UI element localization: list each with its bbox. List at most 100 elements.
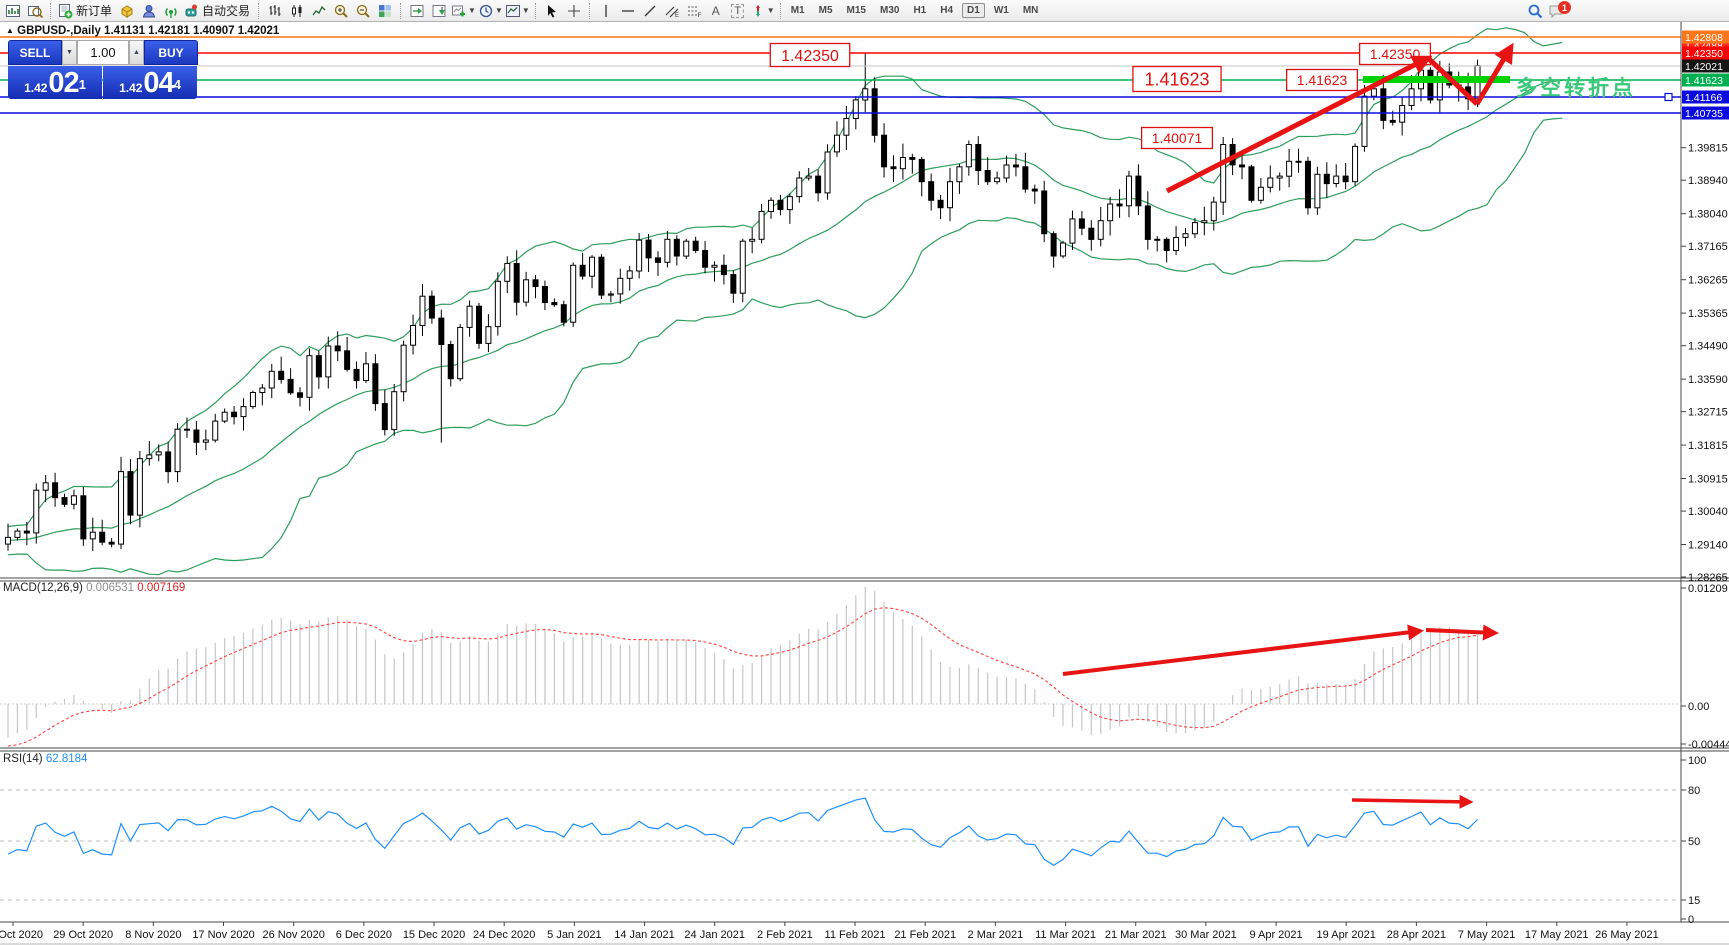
community-icon[interactable] xyxy=(138,1,160,21)
timeframe-mn[interactable]: MN xyxy=(1022,5,1039,16)
svg-text:1.28265: 1.28265 xyxy=(1688,572,1728,584)
svg-text:15: 15 xyxy=(1688,895,1700,907)
svg-text:14 Jan 2021: 14 Jan 2021 xyxy=(614,929,675,941)
svg-text:1.39815: 1.39815 xyxy=(1688,143,1728,155)
svg-text:21 Feb 2021: 21 Feb 2021 xyxy=(894,929,956,941)
svg-text:0.01209: 0.01209 xyxy=(1688,583,1728,595)
timeframe-m15[interactable]: M15 xyxy=(846,5,866,16)
svg-text:80: 80 xyxy=(1688,785,1700,797)
trendline-tool[interactable] xyxy=(639,1,661,21)
svg-text:100: 100 xyxy=(1688,755,1706,767)
svg-text:1.32715: 1.32715 xyxy=(1688,407,1728,419)
svg-text:17 May 2021: 17 May 2021 xyxy=(1525,929,1589,941)
volume-decrease-button[interactable]: ▼ xyxy=(62,40,77,65)
timeframe-h1[interactable]: H1 xyxy=(913,5,927,16)
svg-text:-0.004446: -0.004446 xyxy=(1688,739,1729,751)
price-chip: 1.41166 xyxy=(1682,90,1729,104)
rsi-arrow xyxy=(1351,794,1474,809)
green-highlight-bar xyxy=(1363,76,1510,83)
periods-button[interactable]: ▼ xyxy=(477,1,504,21)
macd-signal-value: 0.007169 xyxy=(137,582,186,594)
buy-price-sup: 4 xyxy=(173,77,181,92)
toolbar-separator xyxy=(50,2,52,19)
svg-text:28 Apr 2021: 28 Apr 2021 xyxy=(1387,929,1446,941)
svg-text:30 Mar 2021: 30 Mar 2021 xyxy=(1175,929,1237,941)
volume-increase-button[interactable]: ▲ xyxy=(129,40,144,65)
timeframe-m1[interactable]: M1 xyxy=(790,5,805,16)
svg-text:6 Dec 2020: 6 Dec 2020 xyxy=(336,929,392,941)
zoom-out-icon[interactable] xyxy=(352,1,374,21)
svg-text:2 Feb 2021: 2 Feb 2021 xyxy=(757,929,813,941)
volume-input[interactable]: 1.00 xyxy=(77,40,129,65)
vertical-line-tool[interactable] xyxy=(595,1,617,21)
macd-signal-line xyxy=(7,607,1478,747)
rsi-name: RSI(14) xyxy=(3,753,43,765)
price-annotation-label: 1.40071 xyxy=(1140,126,1214,150)
svg-text:1.29140: 1.29140 xyxy=(1688,540,1728,552)
price-chip: 1.42350 xyxy=(1682,46,1729,60)
search-icon[interactable] xyxy=(1524,1,1546,21)
cursor-tool-button[interactable] xyxy=(541,1,563,21)
rsi-line xyxy=(7,797,1478,867)
arrows-tool[interactable]: ▼ xyxy=(749,1,776,21)
svg-text:8 Nov 2020: 8 Nov 2020 xyxy=(125,929,181,941)
dropdown-caret-icon: ▼ xyxy=(494,6,503,15)
zoom-in-icon[interactable] xyxy=(330,1,352,21)
bollinger-band xyxy=(7,79,1563,542)
line-chart-mode-icon[interactable] xyxy=(308,1,330,21)
sell-price-big: 02 xyxy=(48,67,79,99)
price-chip: 1.42808 xyxy=(1682,30,1729,44)
sell-price-small: 1.42 xyxy=(24,81,48,95)
new-order-button[interactable]: 新订单 xyxy=(56,1,116,21)
new-chart-icon[interactable] xyxy=(2,1,24,21)
toolbar-separator xyxy=(258,2,260,19)
auto-scroll-icon[interactable] xyxy=(428,1,450,21)
timeframe-m5[interactable]: M5 xyxy=(818,5,833,16)
text-tool[interactable]: A xyxy=(711,3,720,18)
svg-text:F: F xyxy=(697,12,701,19)
svg-text:1.30040: 1.30040 xyxy=(1688,506,1728,518)
svg-text:29 Oct 2020: 29 Oct 2020 xyxy=(53,929,113,941)
timeframe-w1[interactable]: W1 xyxy=(993,5,1009,16)
crosshair-tool-button[interactable] xyxy=(563,1,585,21)
templates-button[interactable]: ▼ xyxy=(504,1,531,21)
autotrading-button[interactable]: 自动交易 xyxy=(182,1,254,21)
svg-text:1.36265: 1.36265 xyxy=(1688,275,1728,287)
chart-profiles-icon[interactable] xyxy=(24,1,46,21)
timeframe-d1[interactable]: D1 xyxy=(962,3,985,18)
svg-text:26 Nov 2020: 26 Nov 2020 xyxy=(262,929,324,941)
svg-text:2 Mar 2021: 2 Mar 2021 xyxy=(968,929,1024,941)
dropdown-caret-icon: ▼ xyxy=(766,6,775,15)
cn-annotation-text: 多空转折点 xyxy=(1516,76,1636,100)
svg-text:21 Mar 2021: 21 Mar 2021 xyxy=(1105,929,1167,941)
signals-icon[interactable] xyxy=(160,1,182,21)
buy-price[interactable]: 1.42 04 4 xyxy=(103,66,197,99)
fibonacci-tool[interactable]: F xyxy=(683,1,705,21)
chat-button[interactable]: 1 xyxy=(1546,1,1571,21)
add-indicator-button[interactable]: ▼ xyxy=(450,1,477,21)
candlestick-mode-icon[interactable] xyxy=(286,1,308,21)
channel-tool[interactable]: E xyxy=(661,1,683,21)
price-chip: 1.42021 xyxy=(1682,59,1729,73)
trend-arrow xyxy=(1165,55,1433,194)
price-annotation-label: 1.42350 xyxy=(769,42,851,68)
market-icon[interactable] xyxy=(116,1,138,21)
sell-button[interactable]: SELL xyxy=(8,40,62,65)
trend-arrow xyxy=(1474,42,1514,106)
timeframe-h4[interactable]: H4 xyxy=(940,5,954,16)
tile-windows-icon[interactable] xyxy=(374,1,396,21)
svg-text:1.42021: 1.42021 xyxy=(1685,61,1723,73)
text-label-tool[interactable]: T xyxy=(727,1,749,21)
chart-shift-icon[interactable] xyxy=(406,1,428,21)
timeframe-group: M1 M5 M15 M30 H1 H4 D1 W1 MN xyxy=(786,3,1044,18)
dropdown-caret-icon: ▼ xyxy=(521,6,530,15)
svg-text:E: E xyxy=(675,13,679,19)
timeframe-m30[interactable]: M30 xyxy=(879,5,900,16)
buy-price-small: 1.42 xyxy=(119,81,143,95)
price-chart-canvas[interactable]: 1.39815 1.38940 1.38040 1.37165 1.36265 1.353… xyxy=(0,22,1729,945)
sell-price[interactable]: 1.42 02 1 xyxy=(8,66,102,99)
horizontal-line-tool[interactable] xyxy=(617,1,639,21)
bar-chart-mode-icon[interactable] xyxy=(264,1,286,21)
buy-button[interactable]: BUY xyxy=(144,40,198,65)
